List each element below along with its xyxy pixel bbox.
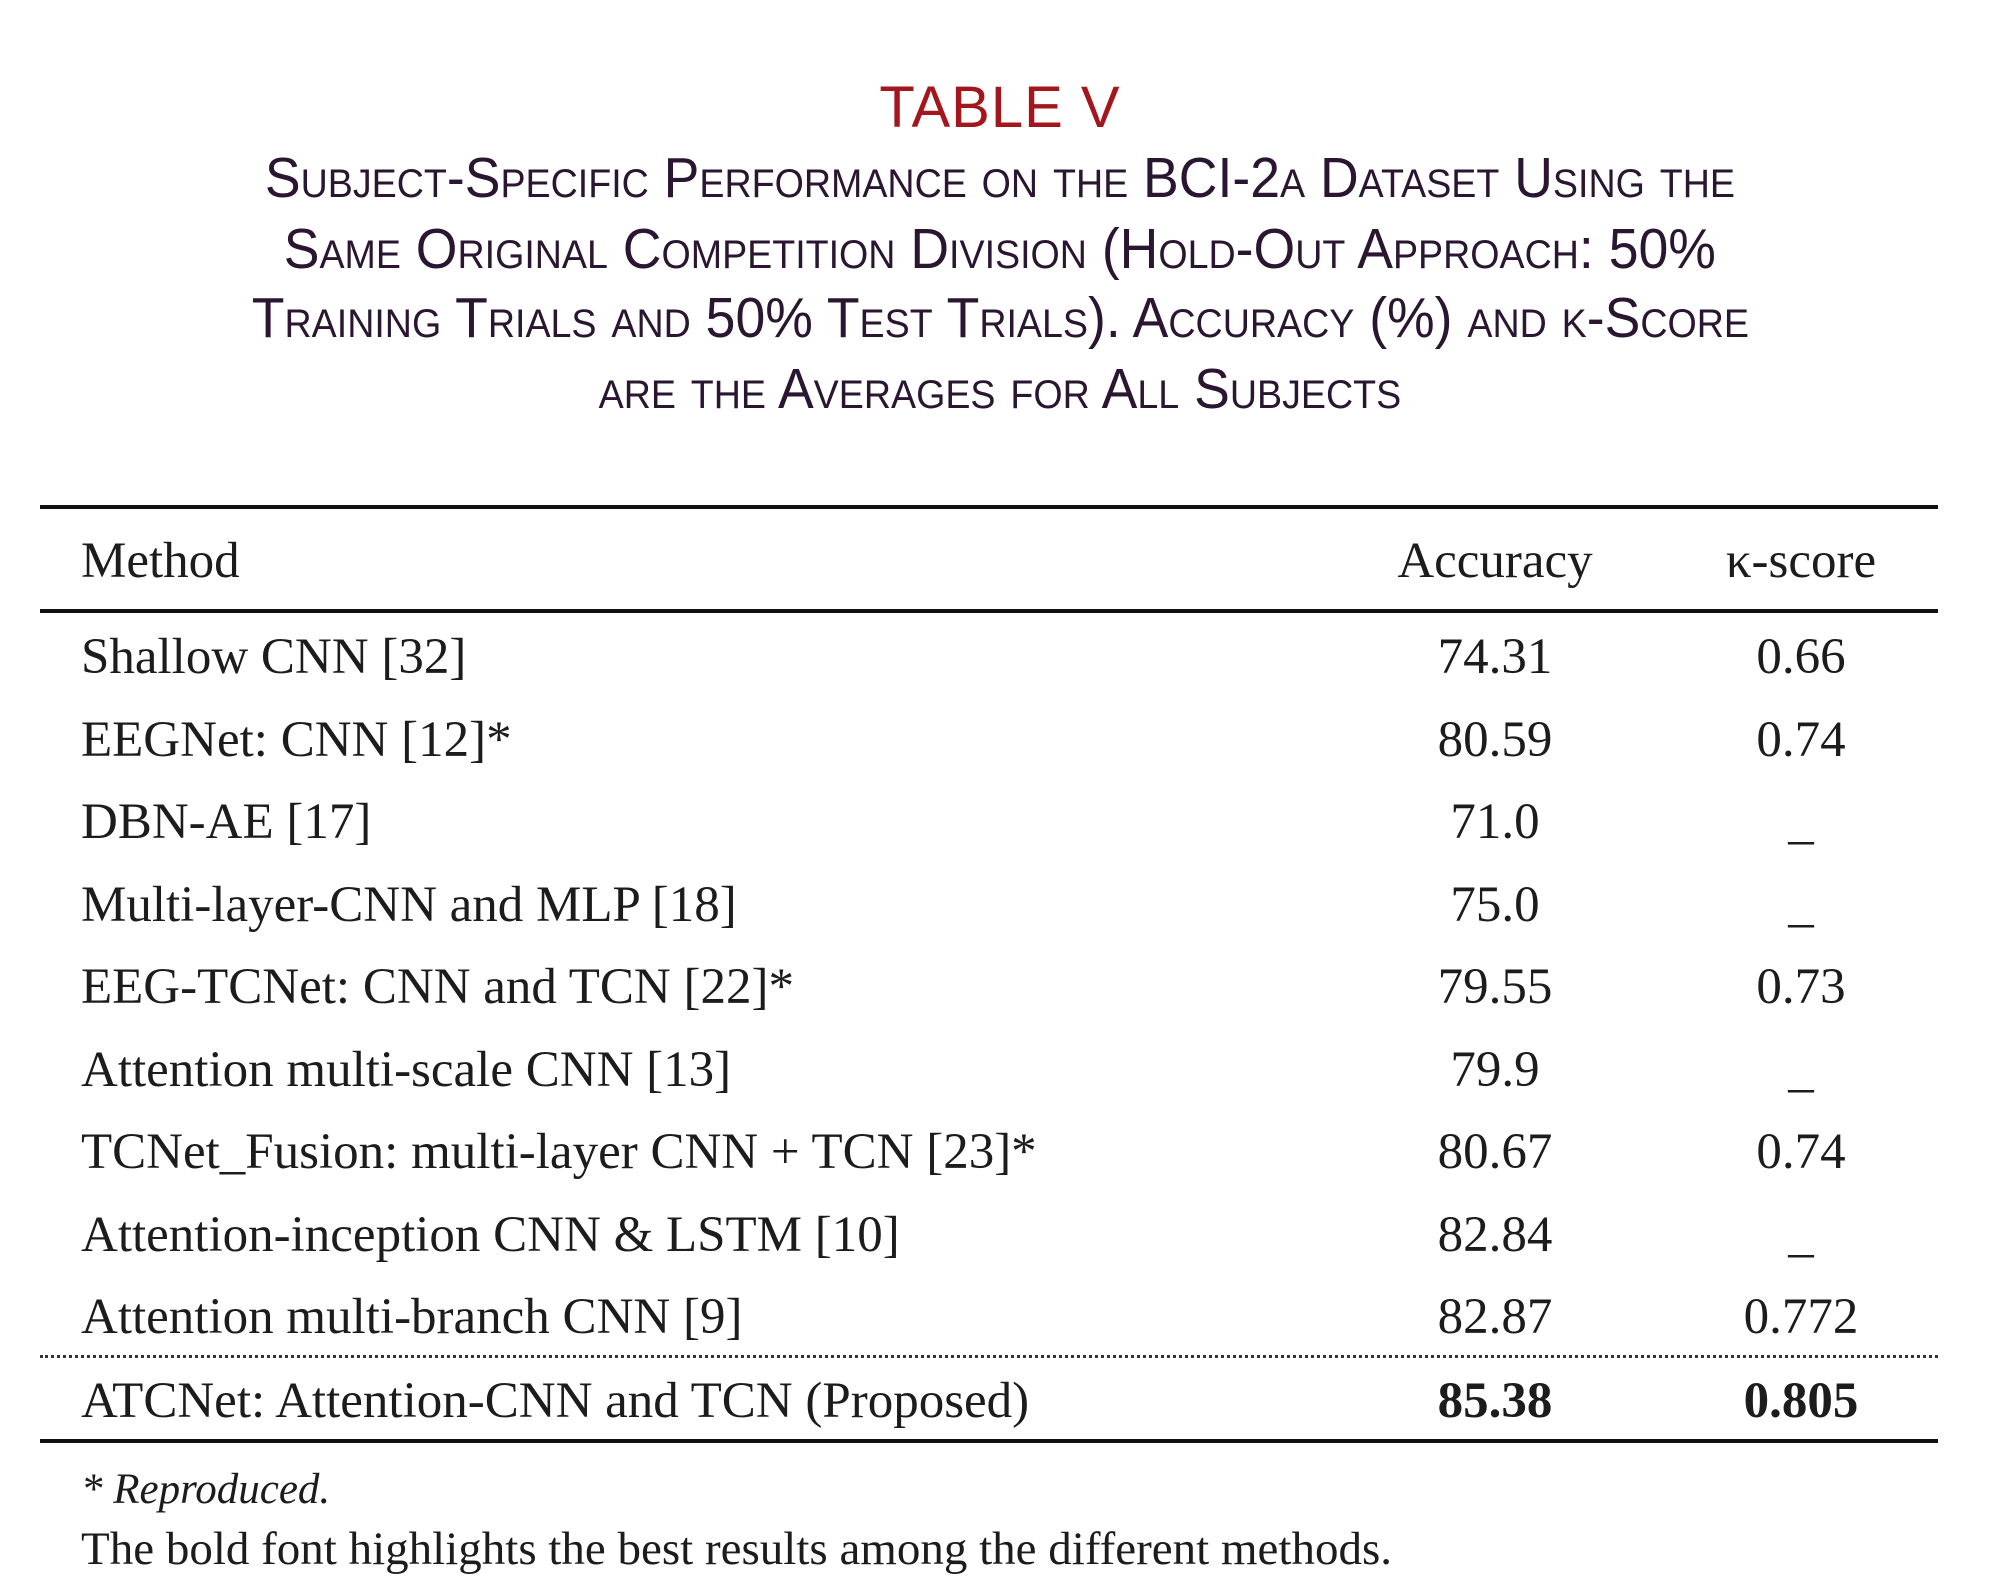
kappa-cell: 0.74 (1756, 1124, 1846, 1180)
table-label: TABLE V (879, 75, 1121, 140)
kappa-cell: _ (1788, 1041, 1814, 1098)
table-row: Attention multi-scale CNN [13] 79.9 _ (0, 1029, 2000, 1111)
kappa-cell: _ (1788, 1206, 1814, 1263)
table-row: Attention multi-branch CNN [9] 82.87 0.772 (0, 1276, 2000, 1358)
table-row: Attention-inception CNN & LSTM [10] 82.84… (0, 1194, 2000, 1276)
table-row: EEGNet: CNN [12]* 80.59 0.74 (0, 699, 2000, 781)
method-cell: Attention multi-scale CNN [13] (81, 1041, 732, 1098)
caption-text: Subject-Specific Performance on the BCI-… (264, 146, 1736, 210)
accuracy-cell: 79.55 (1437, 959, 1553, 1015)
caption-text: Same Original Competition Division (Hold… (283, 217, 1717, 281)
method-cell: Multi-layer-CNN and MLP [18] (81, 876, 737, 933)
kappa-cell: 0.73 (1756, 959, 1846, 1015)
kappa-cell: _ (1788, 876, 1814, 933)
kappa-cell: 0.74 (1756, 711, 1846, 768)
kappa-cell: _ (1788, 794, 1814, 850)
caption-line: are the Averages for All Subjects (0, 361, 2000, 418)
method-cell: EEG-TCNet: CNN and TCN [22]* (81, 959, 794, 1015)
kappa-cell: 0.772 (1743, 1289, 1859, 1345)
method-cell: Attention-inception CNN & LSTM [10] (81, 1206, 900, 1263)
table-row-proposed: ATCNet: Attention-CNN and TCN (Proposed)… (0, 1360, 2000, 1442)
kappa-cell: 0.805 (1743, 1373, 1859, 1429)
bottom-rule (40, 1439, 1938, 1443)
method-cell: DBN-AE [17] (81, 794, 372, 850)
table-row: EEG-TCNet: CNN and TCN [22]* 79.55 0.73 (0, 946, 2000, 1028)
table-row: TCNet_Fusion: multi-layer CNN + TCN [23]… (0, 1111, 2000, 1193)
accuracy-cell: 79.9 (1450, 1041, 1540, 1098)
table-row: Shallow CNN [32] 74.31 0.66 (0, 616, 2000, 698)
table-row: DBN-AE [17] 71.0 _ (0, 781, 2000, 863)
header-accuracy: Accuracy (1397, 533, 1593, 589)
header-rule (40, 609, 1938, 613)
method-cell: Shallow CNN [32] (81, 629, 467, 685)
accuracy-cell: 82.84 (1437, 1206, 1553, 1263)
accuracy-cell: 71.0 (1450, 794, 1540, 850)
accuracy-cell: 85.38 (1437, 1373, 1553, 1429)
method-cell: EEGNet: CNN [12]* (81, 711, 512, 768)
header-method: Method (81, 533, 240, 589)
accuracy-cell: 82.87 (1437, 1289, 1553, 1345)
kappa-cell: 0.66 (1756, 629, 1846, 685)
footnote-reproduced: * Reproduced. (81, 1466, 331, 1513)
caption-text: are the Averages for All Subjects (598, 357, 1402, 421)
header-kappa: κ-score (1725, 533, 1877, 589)
method-cell: Attention multi-branch CNN [9] (81, 1289, 743, 1345)
table-header: Method Accuracy κ-score (0, 520, 2000, 602)
caption-text: Training Trials and 50% Test Trials). Ac… (251, 286, 1749, 350)
table-row: Multi-layer-CNN and MLP [18] 75.0 _ (0, 864, 2000, 946)
footnote-bold: The bold font highlights the best result… (81, 1523, 1392, 1575)
caption-line: Subject-Specific Performance on the BCI-… (0, 150, 2000, 207)
accuracy-cell: 80.67 (1437, 1124, 1553, 1180)
method-cell: TCNet_Fusion: multi-layer CNN + TCN [23]… (81, 1124, 1037, 1180)
dotted-separator (40, 1355, 1938, 1358)
accuracy-cell: 74.31 (1437, 629, 1553, 685)
top-rule (40, 505, 1938, 509)
method-cell: ATCNet: Attention-CNN and TCN (Proposed) (81, 1373, 1030, 1429)
caption-line: Same Original Competition Division (Hold… (0, 221, 2000, 278)
caption-line: Training Trials and 50% Test Trials). Ac… (0, 290, 2000, 347)
accuracy-cell: 80.59 (1437, 711, 1553, 768)
accuracy-cell: 75.0 (1450, 876, 1540, 933)
